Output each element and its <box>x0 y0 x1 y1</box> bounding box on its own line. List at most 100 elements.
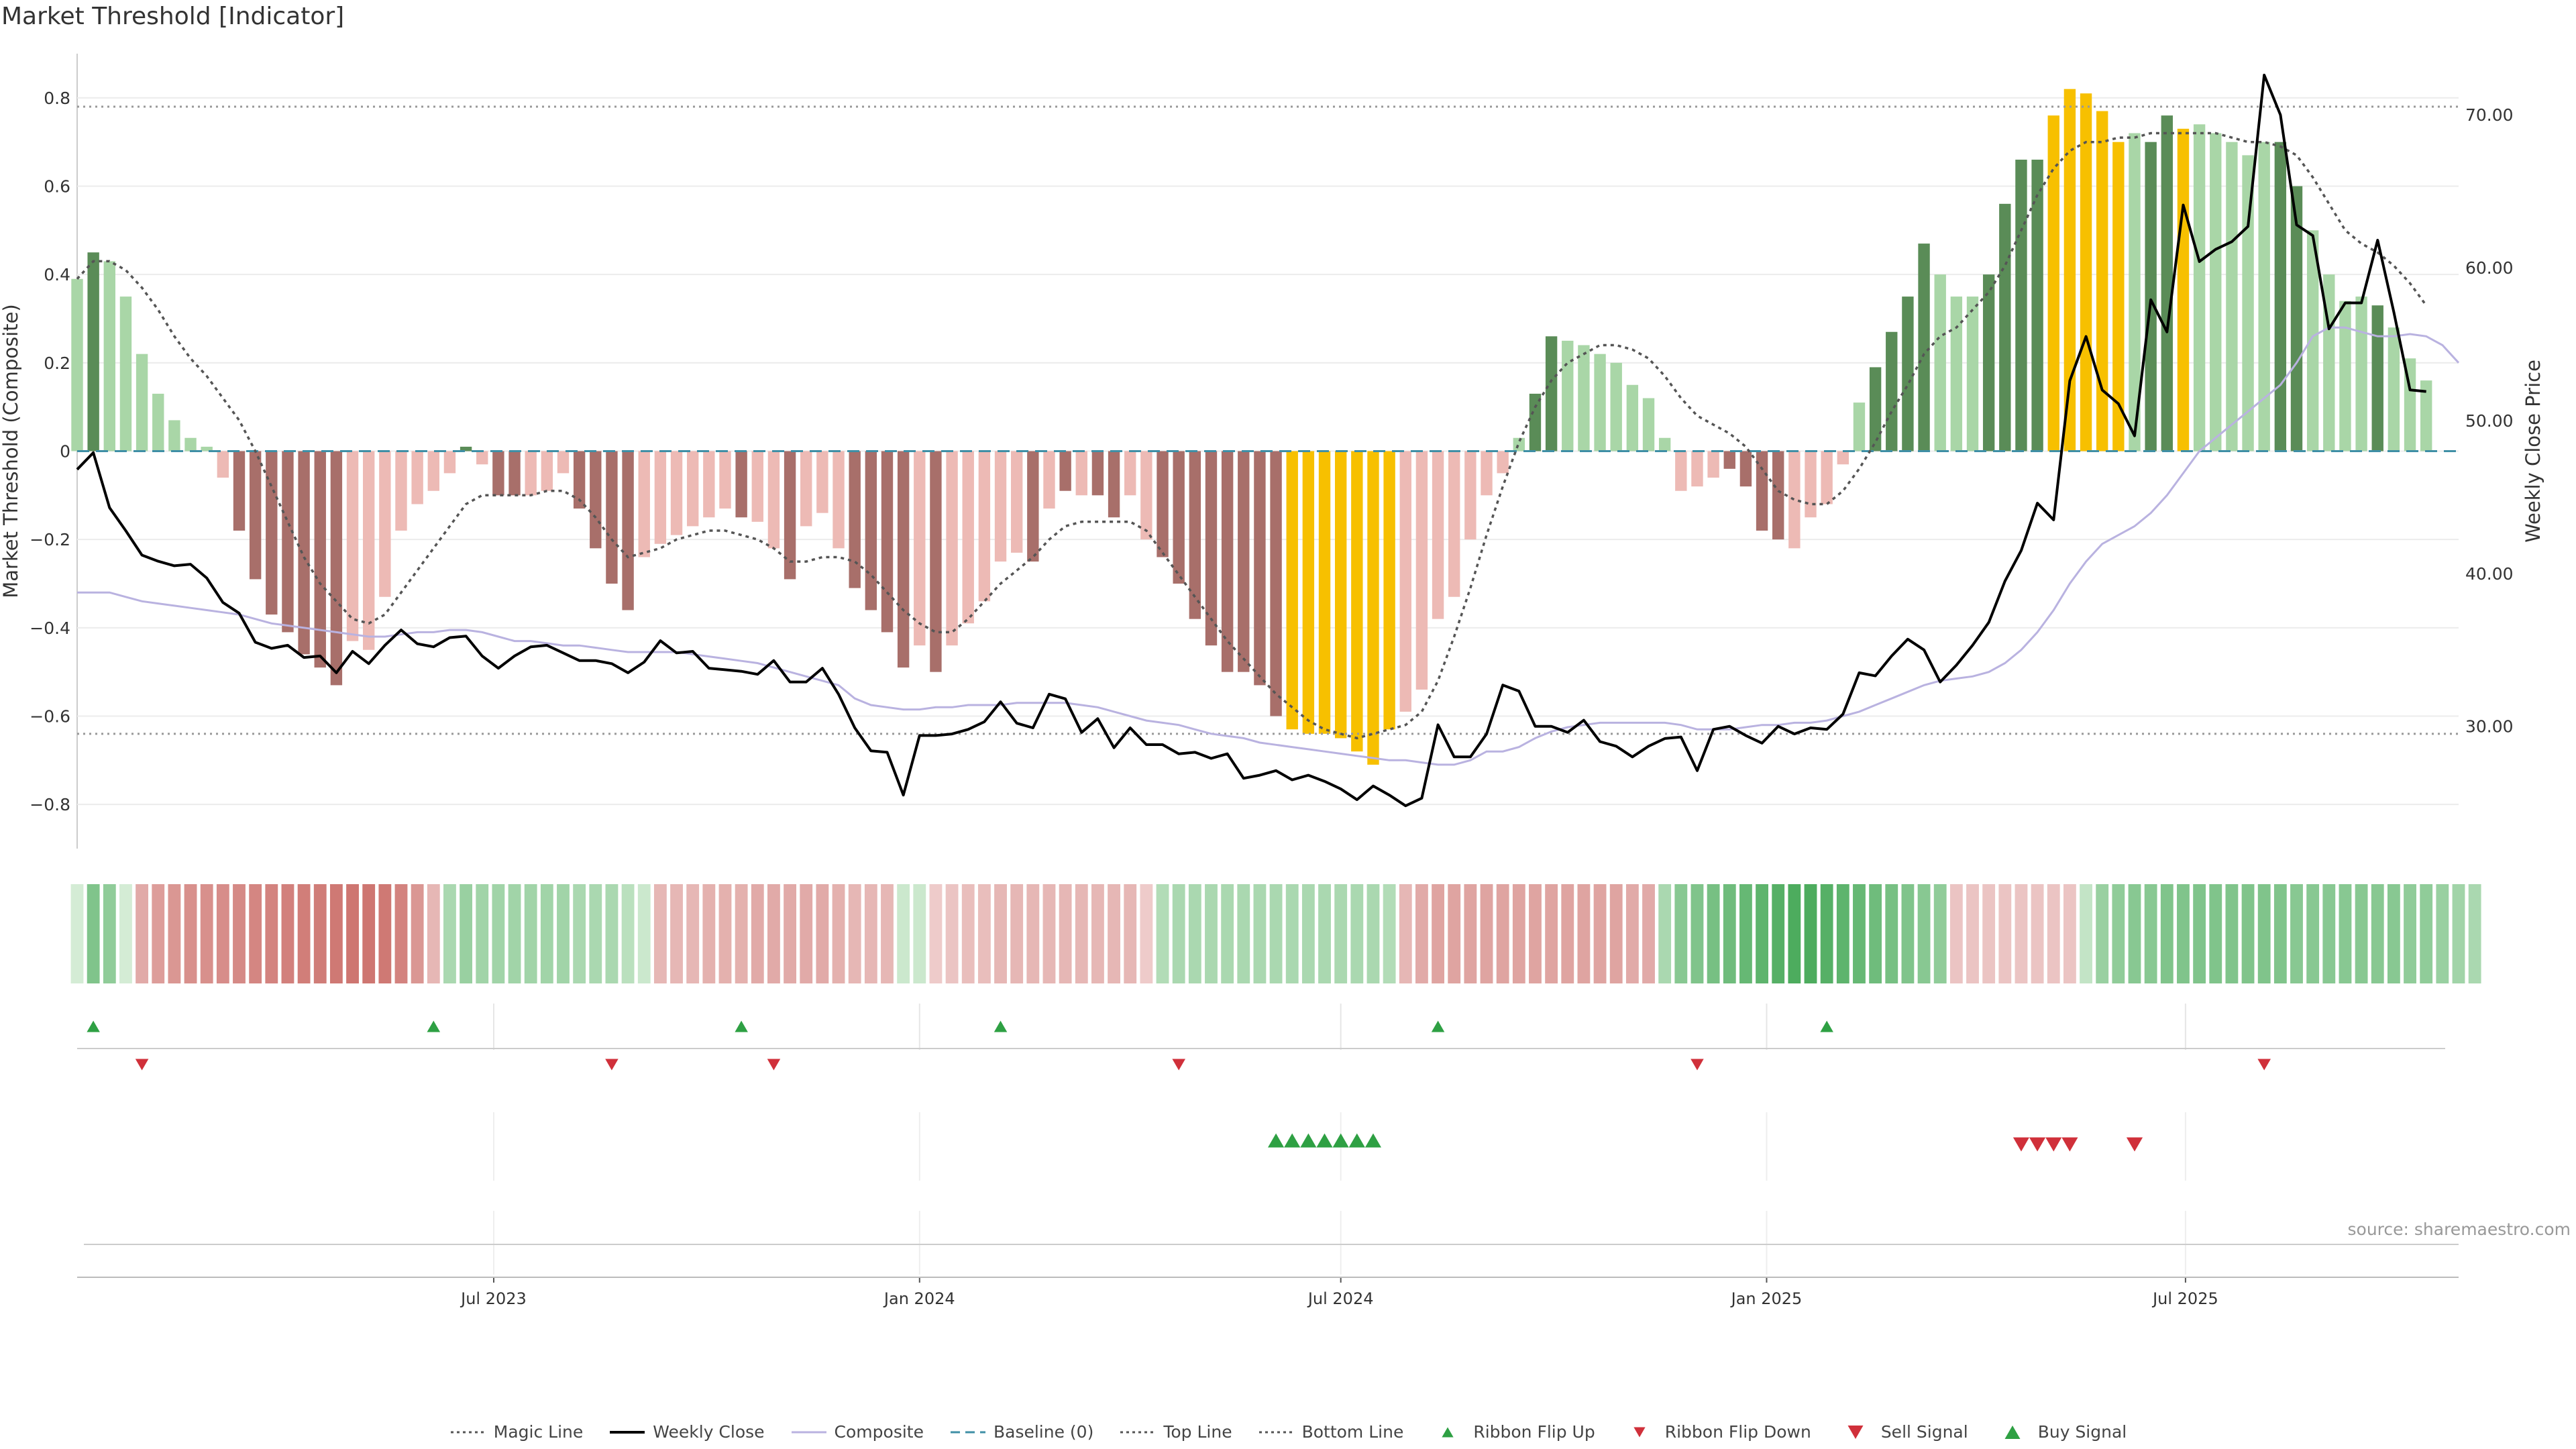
left-tick-label: 0 <box>60 442 70 462</box>
ribbon-cell <box>2015 884 2028 983</box>
composite-bar <box>379 451 391 597</box>
composite-bar <box>865 451 877 610</box>
legend-item: Ribbon Flip Down <box>1621 1422 1811 1442</box>
ribbon-cell <box>1836 884 1849 983</box>
composite-bar <box>1739 451 1752 487</box>
legend-item: Buy Signal <box>1994 1422 2127 1442</box>
ribbon-cell <box>1205 884 1218 983</box>
composite-bar <box>1010 451 1023 553</box>
ribbon-cell <box>2436 884 2449 983</box>
legend-item: Composite <box>790 1422 924 1442</box>
composite-bar <box>1658 437 1671 451</box>
ribbon-cell <box>1124 884 1137 983</box>
composite-bar <box>751 451 763 522</box>
x-tick-label: Jul 2024 <box>1307 1289 1374 1308</box>
ribbon-cell <box>1820 884 1833 983</box>
ribbon-cell <box>540 884 553 983</box>
composite-bar <box>1691 451 1703 487</box>
composite-bar <box>1448 451 1460 597</box>
ribbon-cell <box>152 884 165 983</box>
ribbon-cell <box>297 884 311 983</box>
ribbon-cell <box>329 884 343 983</box>
ribbon-cell <box>767 884 780 983</box>
ribbon-cell <box>1464 884 1477 983</box>
composite-bar <box>703 451 715 518</box>
ribbon-cell <box>961 884 975 983</box>
composite-bar <box>1286 451 1298 730</box>
composite-bar <box>1481 451 1493 496</box>
composite-bar <box>427 451 439 491</box>
ribbon-cell <box>1415 884 1428 983</box>
right-tick-label: 40.00 <box>2465 564 2514 584</box>
ribbon-cell <box>881 884 894 983</box>
dotted-line-icon <box>449 1424 487 1441</box>
composite-bar <box>1918 244 1930 451</box>
ribbon-cell <box>1042 884 1056 983</box>
composite-bar <box>363 451 375 650</box>
ribbon-cell <box>492 884 505 983</box>
composite-bar <box>136 354 148 451</box>
ribbon-cell <box>1901 884 1915 983</box>
ribbon-flip-down-marker <box>1690 1059 1704 1071</box>
composite-bar <box>282 451 294 633</box>
ribbon-cell <box>2420 884 2433 983</box>
ribbon-cell <box>670 884 683 983</box>
ribbon-cell <box>929 884 943 983</box>
ribbon-cell <box>1091 884 1104 983</box>
composite-bar <box>881 451 894 633</box>
composite-bar <box>233 451 246 531</box>
ribbon-cell <box>573 884 586 983</box>
composite-bar <box>590 451 602 549</box>
ribbon-cell <box>1917 884 1931 983</box>
composite-bar <box>1302 451 1315 734</box>
left-tick-label: 0.2 <box>44 354 70 373</box>
ribbon-cell <box>1318 884 1331 983</box>
composite-bar <box>2371 305 2383 451</box>
composite-bar <box>1399 451 1411 712</box>
ribbon-flip-up-marker <box>1431 1020 1445 1032</box>
composite-bar <box>1238 451 1250 672</box>
ribbon-cell <box>1982 884 1996 983</box>
triangle-down-small-icon <box>1621 1424 1658 1441</box>
light-line-icon <box>790 1424 828 1441</box>
ribbon-cell <box>718 884 732 983</box>
ribbon-cell <box>2209 884 2222 983</box>
ribbon-cell <box>362 884 376 983</box>
composite-bar <box>670 451 683 535</box>
ribbon-cell <box>1480 884 1493 983</box>
ribbon-cell <box>2063 884 2076 983</box>
composite-bar <box>1562 340 1574 451</box>
composite-bar <box>1027 451 1039 562</box>
composite-bar <box>71 278 83 451</box>
composite-bar <box>2015 160 2027 451</box>
composite-bar <box>2047 115 2059 451</box>
composite-bar <box>2145 142 2157 451</box>
composite-bar <box>638 451 650 557</box>
ribbon-cell <box>1593 884 1607 983</box>
ribbon-cell <box>2080 884 2092 983</box>
ribbon-cell <box>103 884 116 983</box>
composite-bar <box>1869 367 1882 451</box>
ribbon-cell <box>1253 884 1267 983</box>
sell-signal-marker <box>2012 1137 2029 1152</box>
ribbon-cell <box>1075 884 1088 983</box>
ribbon-cell <box>2452 884 2465 983</box>
ribbon-cell <box>945 884 959 983</box>
ribbon-cell <box>1350 884 1364 983</box>
legend-label: Buy Signal <box>2037 1422 2127 1442</box>
ribbon-cell <box>2031 884 2044 983</box>
composite-bar <box>1837 451 1849 465</box>
dotted-line-icon <box>1119 1424 1157 1441</box>
composite-bar <box>330 451 343 686</box>
ribbon-cell <box>2193 884 2206 983</box>
composite-bar <box>1788 451 1801 549</box>
composite-line <box>77 326 2460 766</box>
ribbon-cell <box>1366 884 1380 983</box>
composite-bar <box>87 252 99 451</box>
ribbon-cell <box>1561 884 1574 983</box>
ribbon-cell <box>1108 884 1120 983</box>
composite-bar <box>1497 451 1509 474</box>
ribbon-cell <box>589 884 602 983</box>
legend-label: Ribbon Flip Down <box>1664 1422 1811 1442</box>
ribbon-cell <box>1026 884 1040 983</box>
